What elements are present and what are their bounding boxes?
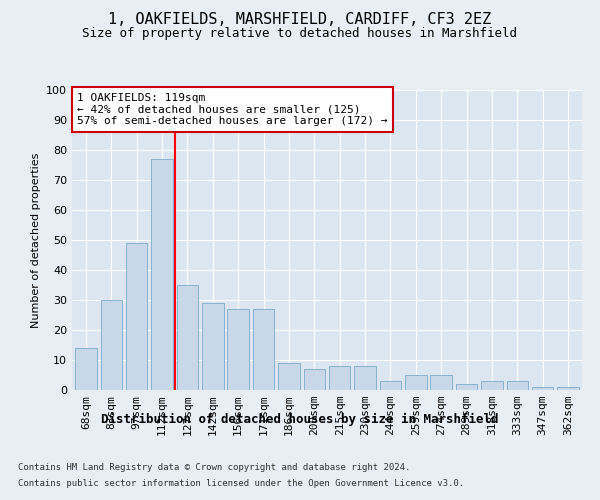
Bar [75,348,97,390]
Bar [329,366,350,390]
Bar [101,300,122,390]
Bar [126,243,148,390]
Y-axis label: Number of detached properties: Number of detached properties [31,152,41,328]
Bar [557,387,579,390]
Bar [405,375,427,390]
Text: Contains public sector information licensed under the Open Government Licence v3: Contains public sector information licen… [18,479,464,488]
Bar [304,369,325,390]
Bar [151,159,173,390]
Bar [202,303,224,390]
Bar [456,384,478,390]
Text: Distribution of detached houses by size in Marshfield: Distribution of detached houses by size … [101,412,499,426]
Bar [481,381,503,390]
Bar [176,285,198,390]
Text: Contains HM Land Registry data © Crown copyright and database right 2024.: Contains HM Land Registry data © Crown c… [18,462,410,471]
Text: 1, OAKFIELDS, MARSHFIELD, CARDIFF, CF3 2EZ: 1, OAKFIELDS, MARSHFIELD, CARDIFF, CF3 2… [109,12,491,28]
Bar [278,363,300,390]
Bar [227,309,249,390]
Bar [380,381,401,390]
Bar [430,375,452,390]
Bar [532,387,553,390]
Text: 1 OAKFIELDS: 119sqm
← 42% of detached houses are smaller (125)
57% of semi-detac: 1 OAKFIELDS: 119sqm ← 42% of detached ho… [77,93,388,126]
Text: Size of property relative to detached houses in Marshfield: Size of property relative to detached ho… [83,28,517,40]
Bar [354,366,376,390]
Bar [253,309,274,390]
Bar [506,381,528,390]
